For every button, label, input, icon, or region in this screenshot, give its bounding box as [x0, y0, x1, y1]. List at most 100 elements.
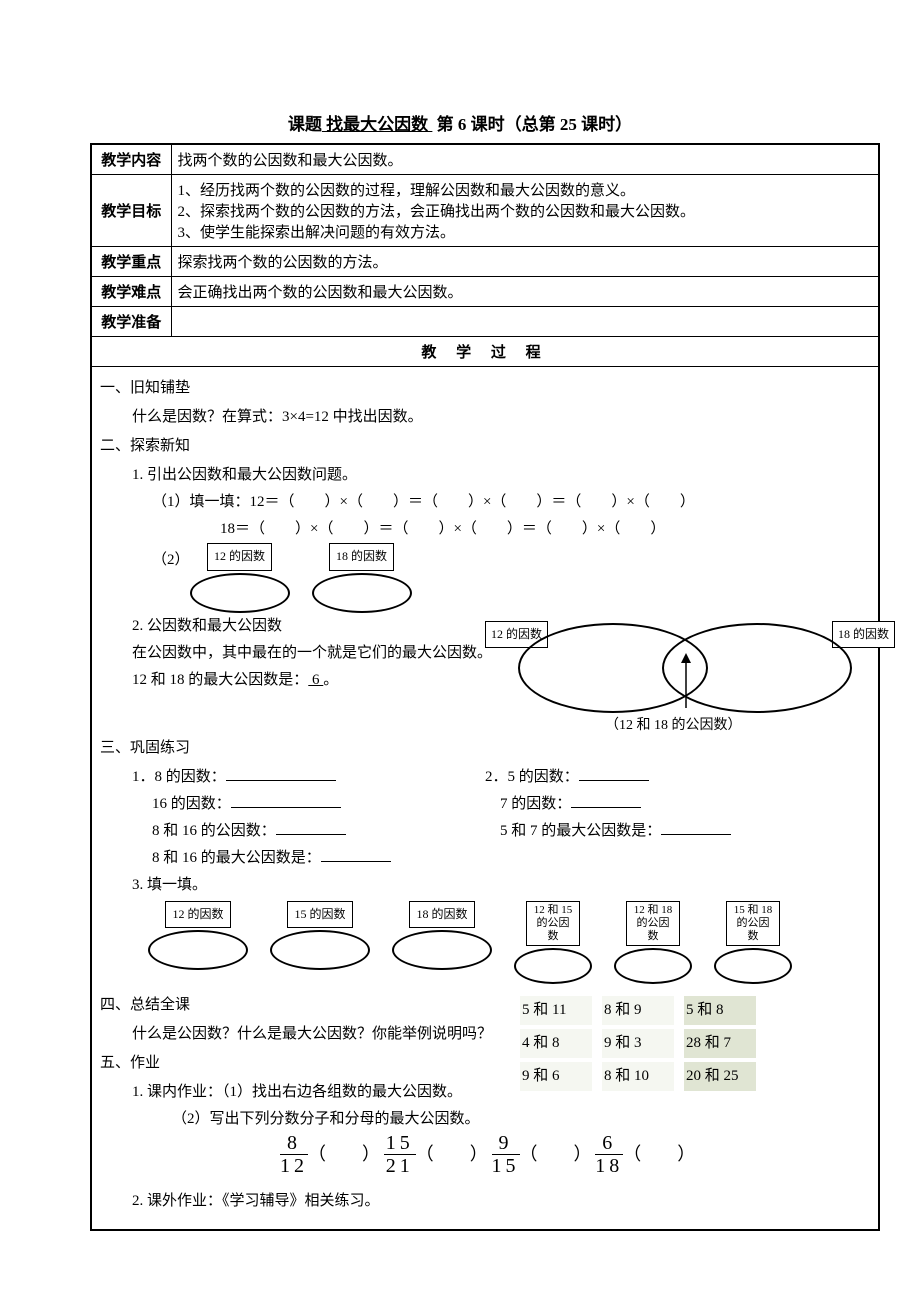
grid-cell: 8 和 10: [602, 1062, 674, 1091]
fraction: 812: [280, 1133, 308, 1176]
row-value: 探索找两个数的公因数的方法。: [171, 247, 879, 277]
blank-line: [231, 793, 341, 808]
row-value: 找两个数的公因数和最大公因数。: [171, 144, 879, 175]
oval-unit: 18 的因数: [312, 543, 412, 613]
venn-caption: （12 和 18 的公因数）: [605, 713, 742, 738]
oval-unit: 12 的因数: [148, 901, 248, 985]
row-header: 教学准备: [91, 307, 171, 337]
oval-shape: [270, 930, 370, 970]
box-label: 15 的因数: [287, 901, 352, 929]
subitem-label: （2）: [152, 543, 190, 574]
body-text: 1. 课内作业：（1）找出右边各组数的最大公因数。: [132, 1079, 520, 1106]
body-text: 什么是公因数？什么是最大公因数？你能举例说明吗？: [132, 1021, 520, 1048]
arrow-icon: [674, 653, 698, 713]
oval-shape: [714, 948, 792, 984]
text: 。: [323, 672, 338, 688]
grid-cell: 5 和 8: [684, 996, 756, 1025]
box-label: 12 的因数: [165, 901, 230, 929]
page-title: 课题 找最大公因数 第 6 课时（总第 25 课时）: [90, 110, 830, 135]
fraction: 618: [595, 1133, 623, 1176]
section-heading: 五、作业: [100, 1050, 520, 1077]
grid-cell: 20 和 25: [684, 1062, 756, 1091]
body-text: 2. 公因数和最大公因数: [132, 613, 510, 640]
exercise-line: 8 和 16 的公因数：: [152, 818, 485, 845]
section-heading: 二、探索新知: [100, 433, 870, 460]
oval-shape: [514, 948, 592, 984]
grid-cell: 4 和 8: [520, 1029, 592, 1058]
blank-line: [321, 847, 391, 862]
row-header: 教学内容: [91, 144, 171, 175]
grid-cell: 28 和 7: [684, 1029, 756, 1058]
box-label: 12 的因数: [207, 543, 272, 571]
row-header: 教学难点: [91, 277, 171, 307]
grid-cell: 5 和 11: [520, 996, 592, 1025]
box-label: 12 和 15 的公因数: [526, 901, 580, 947]
grid-cell: 9 和 6: [520, 1062, 592, 1091]
venn-diagram: 12 的因数 18 的因数 （12 和 18 的公因数）: [510, 613, 870, 733]
blank-line: [571, 793, 641, 808]
oval-shape: [392, 930, 492, 970]
row-header: 教学重点: [91, 247, 171, 277]
table-row: 教 学 过 程: [91, 337, 879, 367]
body-text: 1. 引出公因数和最大公因数问题。: [132, 462, 870, 489]
exercise-line: 1．8 的因数：: [132, 764, 485, 791]
body-text: 什么是因数？在算式：3×4=12 中找出因数。: [132, 404, 870, 431]
main-table: 教学内容 找两个数的公因数和最大公因数。 教学目标 1、经历找两个数的公因数的过…: [90, 143, 880, 1231]
process-header: 教 学 过 程: [91, 337, 879, 367]
exercise-line: 2．5 的因数：: [485, 764, 870, 791]
fractions-row: 812（ ） 1521（ ） 915（ ） 618（ ）: [280, 1133, 870, 1176]
fraction: 915: [492, 1133, 520, 1176]
table-row: 教学难点 会正确找出两个数的公因数和最大公因数。: [91, 277, 879, 307]
row-value: 1、经历找两个数的公因数的过程，理解公因数和最大公因数的意义。 2、探索找两个数…: [171, 175, 879, 247]
oval-shape: [312, 573, 412, 613]
title-post1: 第 6 课时: [437, 115, 505, 134]
row-value: [171, 307, 879, 337]
table-row: 教学内容 找两个数的公因数和最大公因数。: [91, 144, 879, 175]
body-text: 3. 填一填。: [132, 872, 870, 899]
oval-shape: [190, 573, 290, 613]
fraction: 1521: [384, 1133, 416, 1176]
table-row: 教学重点 探索找两个数的公因数的方法。: [91, 247, 879, 277]
exercise-line: 16 的因数：: [152, 791, 485, 818]
grid-cell: 9 和 3: [602, 1029, 674, 1058]
oval-unit: 15 和 18 的公因数: [714, 901, 792, 985]
body-text: 12 和 18 的最大公因数是： 6 。: [132, 667, 510, 694]
table-row: 一、旧知铺垫 什么是因数？在算式：3×4=12 中找出因数。 二、探索新知 1.…: [91, 367, 879, 1231]
exercise-line: 8 和 16 的最大公因数是：: [152, 845, 485, 872]
box-label: 18 的因数: [409, 901, 474, 929]
grid-cell: 8 和 9: [602, 996, 674, 1025]
homework-grid: 5 和 11 8 和 9 5 和 8 4 和 8 9 和 3 28 和 7 9 …: [520, 996, 756, 1091]
title-mid: 找最大公因数: [322, 115, 433, 134]
row-header: 教学目标: [91, 175, 171, 247]
exercise-line: 5 和 7 的最大公因数是：: [500, 818, 870, 845]
exercise-line: 7 的因数：: [500, 791, 870, 818]
content-cell: 一、旧知铺垫 什么是因数？在算式：3×4=12 中找出因数。 二、探索新知 1.…: [91, 367, 879, 1231]
oval-unit: 18 的因数: [392, 901, 492, 985]
title-post2: （总第 25 课时）: [505, 115, 633, 134]
box-label: 18 的因数: [329, 543, 394, 571]
goal-line: 3、使学生能探索出解决问题的有效方法。: [178, 221, 873, 242]
blank-line: [276, 820, 346, 835]
section-heading: 一、旧知铺垫: [100, 375, 870, 402]
title-pre: 课题: [288, 115, 322, 134]
section-heading: 三、巩固练习: [100, 735, 870, 762]
venn-label-right: 18 的因数: [832, 621, 895, 649]
row-value: 会正确找出两个数的公因数和最大公因数。: [171, 277, 879, 307]
goal-line: 2、探索找两个数的公因数的方法，会正确找出两个数的公因数和最大公因数。: [178, 200, 873, 221]
oval-shape: [148, 930, 248, 970]
answer-underline: 6: [308, 672, 323, 688]
oval-unit: 12 的因数: [190, 543, 290, 613]
oval-unit: 12 和 15 的公因数: [514, 901, 592, 985]
fill-blank: 18＝（ ）×（ ）＝（ ）×（ ）＝（ ）×（ ）: [220, 516, 870, 543]
oval-unit: 15 的因数: [270, 901, 370, 985]
box-label: 15 和 18 的公因数: [726, 901, 780, 947]
body-text: 2. 课外作业：《学习辅导》相关练习。: [132, 1188, 870, 1215]
box-label: 12 和 18 的公因数: [626, 901, 680, 947]
ovals-row: 12 的因数 15 的因数 18 的因数 12 和 15 的公因数 12 和 1…: [148, 901, 870, 985]
body-text: 在公因数中，其中最在的一个就是它们的最大公因数。: [132, 640, 510, 667]
oval-shape: [614, 948, 692, 984]
table-row: 教学准备: [91, 307, 879, 337]
oval-unit: 12 和 18 的公因数: [614, 901, 692, 985]
section-heading: 四、总结全课: [100, 992, 520, 1019]
fill-blank: （1）填一填：12＝（ ）×（ ）＝（ ）×（ ）＝（ ）×（ ）: [152, 489, 870, 516]
